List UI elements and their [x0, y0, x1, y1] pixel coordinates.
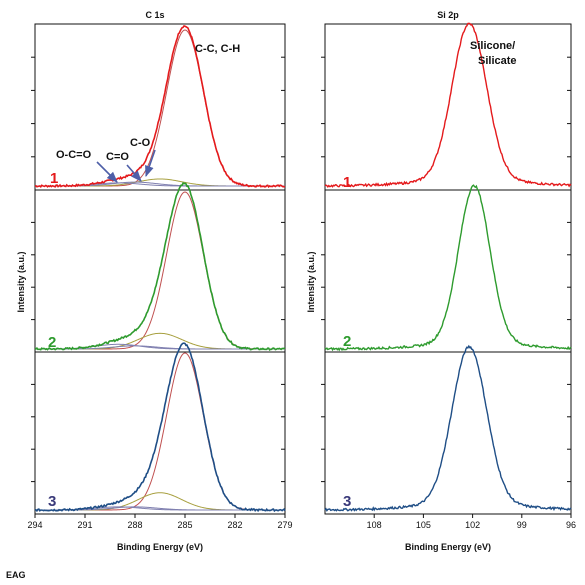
si2p-x-tick-label: 99: [517, 520, 527, 530]
si2p-series-3: [324, 344, 572, 512]
arrow-c-double-o: [126, 164, 142, 182]
c1s-y-axis-label: Intensity (a.u.): [16, 251, 26, 312]
si2p-title: Si 2p: [437, 10, 459, 20]
c1s-x-tick-label: 285: [177, 520, 192, 530]
si2p-plot-border: [324, 23, 572, 515]
c1s-x-tick-label: 282: [227, 520, 242, 530]
c1s-series-label-1: 1: [50, 170, 58, 187]
c1s-series-label-3: 3: [48, 493, 56, 510]
c1s-ticks: 294 291 288 285 282 279: [27, 56, 293, 530]
si2p-x-axis-label: Binding Energy (eV): [405, 542, 491, 552]
si2p-x-tick-label: 96: [566, 520, 576, 530]
c1s-plot-frame: [34, 23, 286, 515]
si2p-curves: [324, 22, 572, 512]
si2p-x-tick-label: 105: [416, 520, 431, 530]
annotation-silicone-line-1: Silicone/: [470, 40, 515, 52]
c1s-plot-border: [34, 23, 286, 515]
si2p-series-label-1: 1: [343, 174, 351, 191]
c1s-series-1: [34, 24, 286, 189]
si2p-series-2: [324, 184, 572, 352]
arrow-ocdoubleo: [96, 161, 118, 183]
annotation-cc-ch: C-C, C-H: [195, 43, 240, 55]
c1s-fit-component-3: [35, 492, 285, 511]
c1s-curves: [34, 24, 286, 513]
c1s-x-axis-label: Binding Energy (eV): [117, 542, 203, 552]
si2p-chart: Si 2p 108 105 102 99 96 1 2 3 Silicone/ Sili…: [306, 10, 576, 552]
c1s-x-tick-label: 288: [127, 520, 142, 530]
c1s-chart: C 1s 294 291 288 285 282 279 1 2 3 C-C, C-H C…: [16, 10, 293, 552]
c1s-fit-component-1: [35, 29, 285, 187]
arrow-co: [145, 149, 156, 178]
c1s-series-label-2: 2: [48, 334, 56, 351]
c1s-x-tick-label: 294: [27, 520, 42, 530]
c1s-title: C 1s: [145, 10, 164, 20]
annotation-silicone-line-2: Silicate: [478, 55, 517, 67]
c1s-series-2: [34, 182, 286, 352]
si2p-ticks: 108 105 102 99 96: [321, 56, 576, 530]
si2p-series-1: [324, 22, 572, 189]
c1s-x-tick-label: 279: [277, 520, 292, 530]
annotation-ocdoubleo: O-C=O: [56, 149, 92, 161]
si2p-series-label-2: 2: [343, 333, 351, 350]
annotation-c-double-o: C=O: [106, 151, 129, 163]
footer-logo-text: EAG: [6, 570, 26, 580]
si2p-series-label-3: 3: [343, 493, 351, 510]
c1s-series-3: [34, 342, 286, 513]
si2p-x-tick-label: 102: [465, 520, 480, 530]
c1s-x-tick-label: 291: [77, 520, 92, 530]
si2p-plot-frame: [324, 23, 572, 515]
si2p-y-axis-label: Intensity (a.u.): [306, 251, 316, 312]
annotation-co: C-O: [130, 137, 151, 149]
si2p-x-tick-label: 108: [367, 520, 382, 530]
